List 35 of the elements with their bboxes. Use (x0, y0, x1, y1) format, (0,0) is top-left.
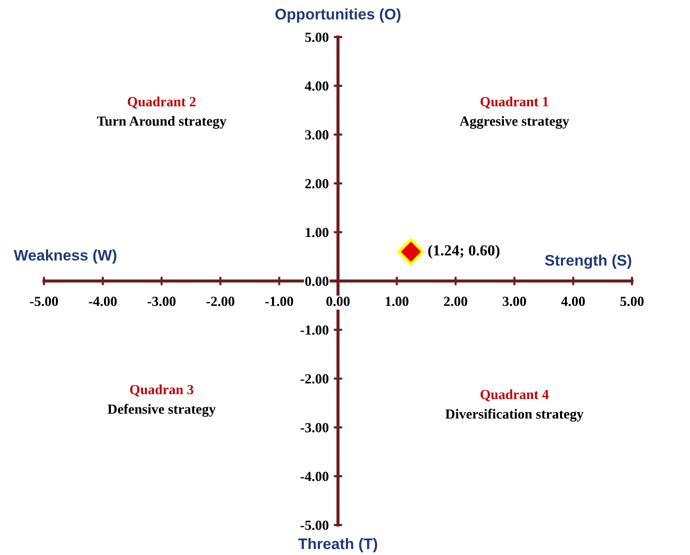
annotation: Quadrant 4 (480, 389, 549, 402)
annotation: Quadran 3 (130, 384, 194, 396)
x-tick-label: 4.00 (561, 296, 585, 306)
x-tick-label: -1.00 (265, 296, 294, 306)
y-tick-label: -3.00 (300, 422, 328, 432)
y-tick-label: -4.00 (300, 472, 328, 482)
y-tick-label: -1.00 (300, 325, 328, 335)
annotation: Weakness (W) (14, 249, 116, 264)
y-tick-label: 4.00 (304, 81, 328, 91)
y-tick-label: 3.00 (305, 130, 328, 140)
annotation: Quadrant 2 (128, 96, 196, 108)
y-tick-label: -5.00 (300, 520, 328, 530)
annotation: Diversification strategy (445, 408, 584, 422)
y-tick-label: 0.00 (305, 276, 328, 286)
annotation: Turn Around strategy (96, 116, 226, 129)
y-tick-label: -2.00 (300, 374, 328, 384)
x-tick-label: 2.00 (444, 296, 468, 306)
y-tick-label: 2.00 (305, 178, 328, 188)
annotation: Defensive strategy (108, 404, 216, 417)
x-tick-label: 3.00 (502, 296, 526, 306)
y-tick-label: 5.00 (305, 32, 328, 42)
annotation: Quadrant 1 (480, 96, 548, 108)
x-tick-label: -2.00 (206, 296, 234, 306)
y-axis-title: Opportunities (O) (275, 8, 400, 23)
text: Threath (T) (298, 538, 378, 552)
x-tick-label: -5.00 (30, 296, 58, 306)
annotation: (1.24; 0.60) (428, 244, 500, 259)
y-tick-label: 1.00 (306, 228, 328, 238)
x-tick-label: 5.00 (620, 296, 644, 306)
annotation: Aggresive strategy (460, 116, 570, 129)
x-tick-label: 0.00 (326, 296, 350, 306)
x-axis-title: Strength (S) (545, 254, 632, 269)
x-tick-label: 1.00 (386, 296, 408, 306)
x-tick-label: -4.00 (88, 296, 117, 306)
x-tick-label: -3.00 (148, 296, 176, 306)
